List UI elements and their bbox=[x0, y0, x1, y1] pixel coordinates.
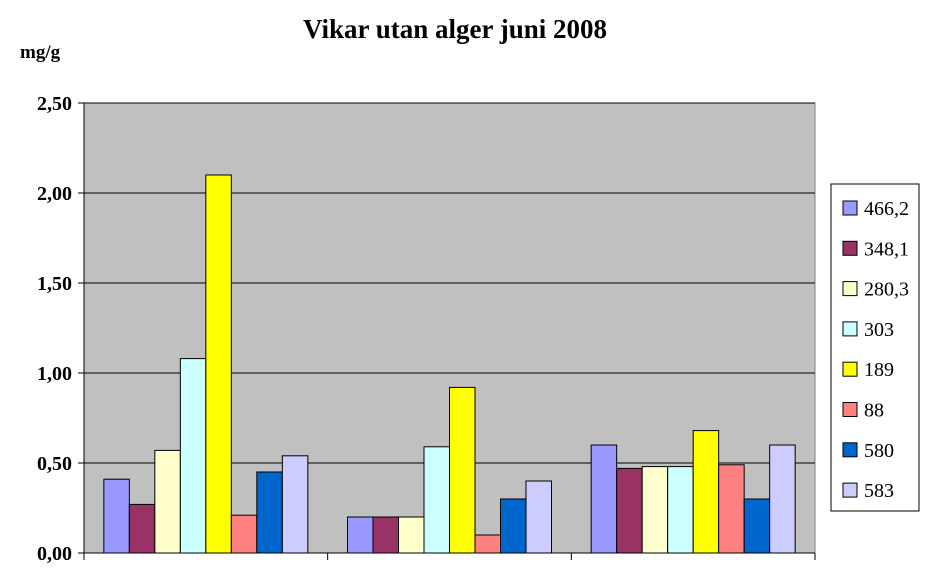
axes bbox=[78, 102, 816, 560]
legend-swatch bbox=[842, 442, 858, 458]
bar bbox=[154, 449, 181, 554]
bar bbox=[718, 464, 745, 554]
bar bbox=[179, 358, 207, 554]
bar bbox=[743, 498, 771, 554]
y-tick-label: 0,00 bbox=[37, 543, 72, 565]
bar bbox=[103, 478, 130, 554]
bar bbox=[205, 174, 232, 554]
legend-label: 583 bbox=[864, 480, 894, 502]
legend-label: 466,2 bbox=[864, 198, 909, 220]
bar bbox=[256, 471, 283, 554]
bar bbox=[474, 534, 501, 554]
bar bbox=[769, 444, 796, 554]
bar bbox=[590, 444, 618, 554]
legend-box bbox=[830, 183, 920, 512]
y-axis-label: mg/g bbox=[20, 42, 61, 63]
bar bbox=[641, 466, 669, 554]
bar bbox=[667, 466, 694, 554]
bar bbox=[525, 480, 552, 554]
bar bbox=[372, 516, 399, 554]
legend-label: 348,1 bbox=[864, 238, 909, 260]
y-tick-label: 1,50 bbox=[37, 273, 72, 295]
legend-swatch bbox=[842, 200, 858, 216]
legend: 466,2 348,1 280,3 303 189 88 580 583 bbox=[830, 183, 920, 512]
y-tick-label: 0,50 bbox=[37, 453, 72, 475]
legend-label: 189 bbox=[864, 359, 894, 381]
legend-swatch bbox=[842, 240, 858, 256]
y-tick-labels: 0,00 0,50 1,00 1,50 2,00 2,50 bbox=[37, 93, 72, 565]
bar bbox=[230, 514, 258, 554]
legend-swatch bbox=[842, 361, 858, 377]
legend-label: 303 bbox=[864, 319, 894, 341]
legend-swatch bbox=[842, 321, 858, 337]
bar bbox=[281, 455, 309, 554]
bar bbox=[128, 503, 156, 554]
bar bbox=[500, 498, 527, 554]
legend-label: 280,3 bbox=[864, 279, 909, 301]
legend-swatch bbox=[842, 482, 858, 498]
bar bbox=[398, 516, 425, 554]
bars bbox=[103, 174, 796, 554]
legend-label: 88 bbox=[864, 400, 884, 422]
bar bbox=[423, 446, 450, 554]
bar bbox=[347, 516, 374, 554]
y-tick-label: 2,00 bbox=[37, 183, 72, 205]
y-tick-label: 1,00 bbox=[37, 363, 72, 385]
chart-title: Vikar utan alger juni 2008 bbox=[303, 14, 607, 44]
bar bbox=[449, 386, 476, 554]
y-tick-label: 2,50 bbox=[37, 93, 72, 115]
legend-label: 580 bbox=[864, 440, 894, 462]
legend-swatch bbox=[842, 402, 858, 417]
bar bbox=[616, 467, 643, 554]
bar bbox=[692, 430, 720, 554]
legend-swatch bbox=[842, 281, 858, 297]
